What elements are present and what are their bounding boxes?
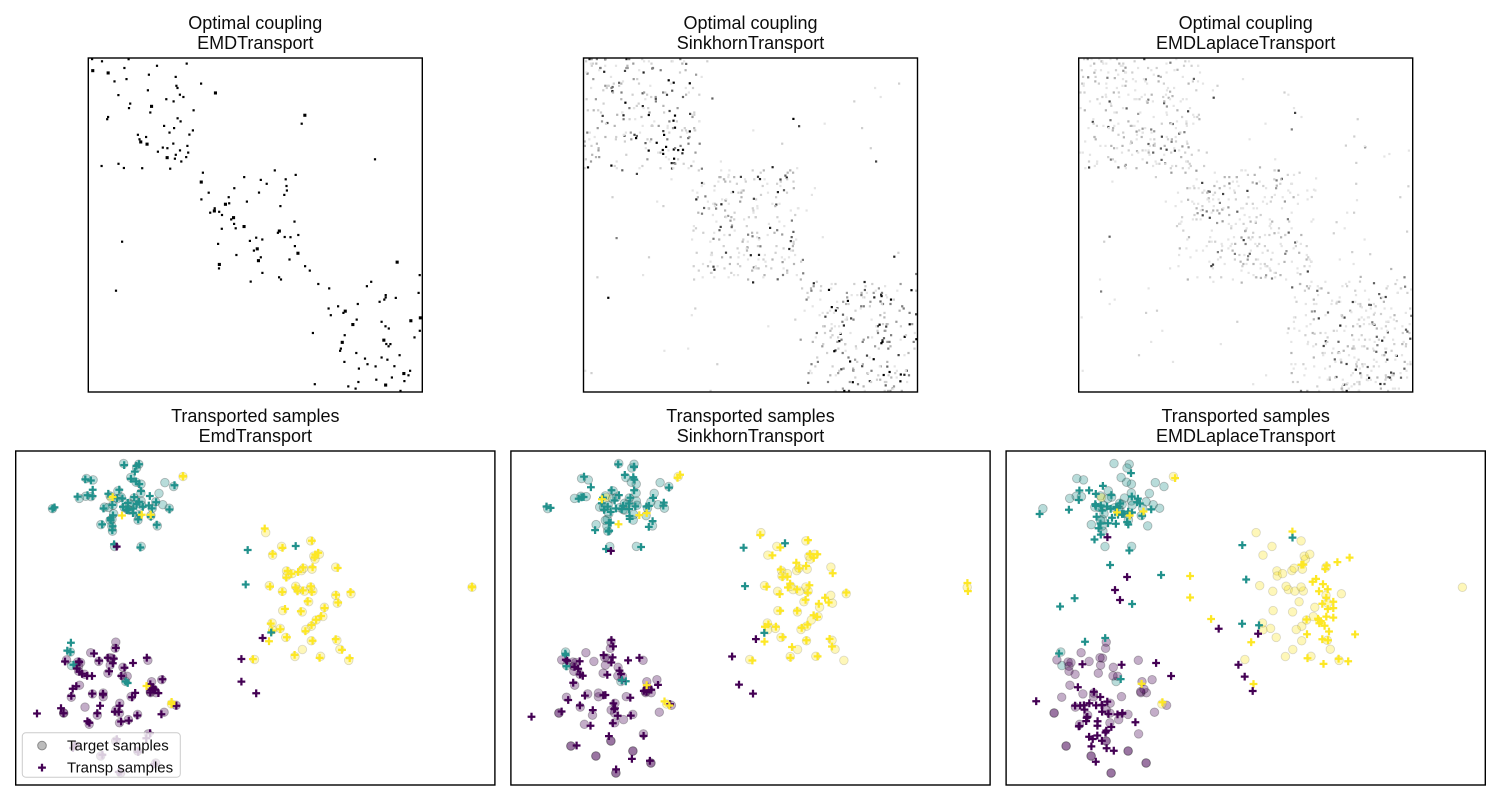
svg-text:SinkhornTransport: SinkhornTransport (677, 33, 824, 53)
svg-text:EMDLaplaceTransport: EMDLaplaceTransport (1156, 426, 1335, 446)
svg-text:SinkhornTransport: SinkhornTransport (677, 426, 824, 446)
svg-text:EMDTransport: EMDTransport (197, 33, 313, 53)
svg-text:Target samples: Target samples (67, 738, 169, 755)
svg-text:Optimal coupling: Optimal coupling (1179, 13, 1313, 33)
svg-text:Transp samples: Transp samples (67, 760, 173, 777)
svg-text:EmdTransport: EmdTransport (199, 426, 312, 446)
svg-text:Transported samples: Transported samples (666, 406, 834, 426)
svg-text:Optimal coupling: Optimal coupling (188, 13, 322, 33)
svg-text:Transported samples: Transported samples (171, 406, 339, 426)
svg-text:EMDLaplaceTransport: EMDLaplaceTransport (1156, 33, 1335, 53)
svg-text:Transported samples: Transported samples (1161, 406, 1329, 426)
svg-text:Optimal coupling: Optimal coupling (683, 13, 817, 33)
